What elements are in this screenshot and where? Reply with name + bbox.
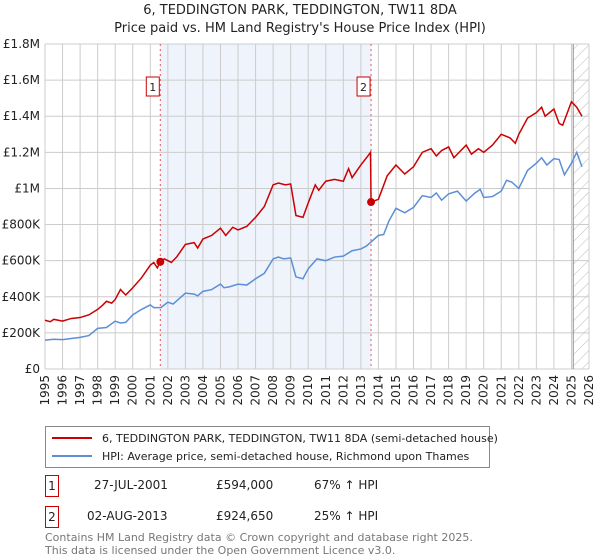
transaction-number: 2 <box>45 506 59 528</box>
legend-label-hpi: HPI: Average price, semi-detached house,… <box>102 449 470 463</box>
x-tick-label: 2008 <box>266 375 280 406</box>
y-tick-label: £1.2M <box>3 145 40 159</box>
series-line-property <box>44 100 583 323</box>
x-tick-label: 1998 <box>91 375 105 406</box>
x-tick-label: 1995 <box>38 375 52 406</box>
transaction-hpi: 25% ↑ HPI <box>314 509 379 523</box>
x-tick-label: 2019 <box>459 375 473 406</box>
x-tick-label: 2000 <box>126 375 140 406</box>
x-tick-label: 2003 <box>178 375 192 406</box>
y-tick-label: £0 <box>25 362 40 376</box>
x-tick-label: 2005 <box>213 375 227 406</box>
y-tick-label: £400K <box>2 290 42 304</box>
x-tick-label: 2004 <box>196 375 210 406</box>
legend-item-hpi: HPI: Average price, semi-detached house,… <box>52 448 469 464</box>
chart-title: 6, TEDDINGTON PARK, TEDDINGTON, TW11 8DA <box>143 3 457 18</box>
x-tick-label: 2016 <box>407 375 421 406</box>
x-tick-label: 1997 <box>73 375 87 406</box>
x-tick-label: 2018 <box>442 375 456 406</box>
forecast-hatch <box>573 44 589 369</box>
x-tick-label: 2015 <box>389 375 403 406</box>
x-tick-label: 2021 <box>494 375 508 406</box>
y-tick-label: £1.6M <box>3 73 40 87</box>
transaction-price: £924,650 <box>216 509 274 523</box>
legend-label-property: 6, TEDDINGTON PARK, TEDDINGTON, TW11 8DA… <box>102 431 498 445</box>
x-tick-label: 2010 <box>301 375 315 406</box>
x-tick-label: 1999 <box>108 375 122 406</box>
transaction-date: 27-JUL-2001 <box>94 478 168 492</box>
transaction-hpi: 67% ↑ HPI <box>314 478 379 492</box>
legend-swatch-property <box>52 437 92 439</box>
y-tick-label: £1.4M <box>3 109 40 123</box>
legend: 6, TEDDINGTON PARK, TEDDINGTON, TW11 8DA… <box>45 426 498 468</box>
x-tick-label: 2002 <box>161 375 175 406</box>
x-tick-label: 2023 <box>529 375 543 406</box>
legend-swatch-hpi <box>52 455 92 457</box>
x-tick-label: 2012 <box>336 375 350 406</box>
x-tick-label: 2026 <box>582 375 596 406</box>
x-tick-label: 2009 <box>284 375 298 406</box>
price-chart: 1995 1996 1997 1998 1999 2000 2001 2002 2003 2004… <box>2 37 596 406</box>
sale-label: 1 <box>149 81 156 94</box>
x-tick-label: 2007 <box>249 375 263 406</box>
footer-line-2: This data is licensed under the Open Gov… <box>45 544 396 557</box>
sale-label-box <box>356 76 371 97</box>
transaction-number: 1 <box>45 475 59 497</box>
sale-period-shading <box>160 44 372 369</box>
x-tick-label: 1996 <box>56 375 70 406</box>
x-tick-label: 2014 <box>371 375 385 406</box>
x-tick-label: 2017 <box>424 375 438 406</box>
sale-point <box>367 198 376 207</box>
x-tick-label: 2025 <box>564 375 578 406</box>
chart-subtitle: Price paid vs. HM Land Registry's House … <box>114 21 486 36</box>
y-tick-label: £800K <box>2 218 42 232</box>
transaction-date: 02-AUG-2013 <box>87 509 168 523</box>
sale-label-box <box>145 76 160 97</box>
transaction-price: £594,000 <box>216 478 274 492</box>
y-tick-label: £200K <box>2 326 42 340</box>
x-tick-label: 2001 <box>143 375 157 406</box>
footer: Contains HM Land Registry data © Crown c… <box>45 531 473 557</box>
y-tick-label: £1M <box>14 181 40 195</box>
series-line-hpi <box>44 150 583 341</box>
x-tick-label: 2024 <box>547 375 561 406</box>
x-tick-label: 2011 <box>319 375 333 406</box>
x-tick-label: 2013 <box>354 375 368 406</box>
x-tick-label: 2022 <box>512 375 526 406</box>
legend-item-property: 6, TEDDINGTON PARK, TEDDINGTON, TW11 8DA… <box>52 430 498 446</box>
x-tick-label: 2020 <box>477 375 491 406</box>
y-tick-label: £1.8M <box>3 37 40 51</box>
y-tick-label: £600K <box>2 254 42 268</box>
sale-label: 2 <box>360 81 367 94</box>
footer-line-1: Contains HM Land Registry data © Crown c… <box>45 531 473 544</box>
sale-point <box>156 257 165 266</box>
x-tick-label: 2006 <box>231 375 245 406</box>
